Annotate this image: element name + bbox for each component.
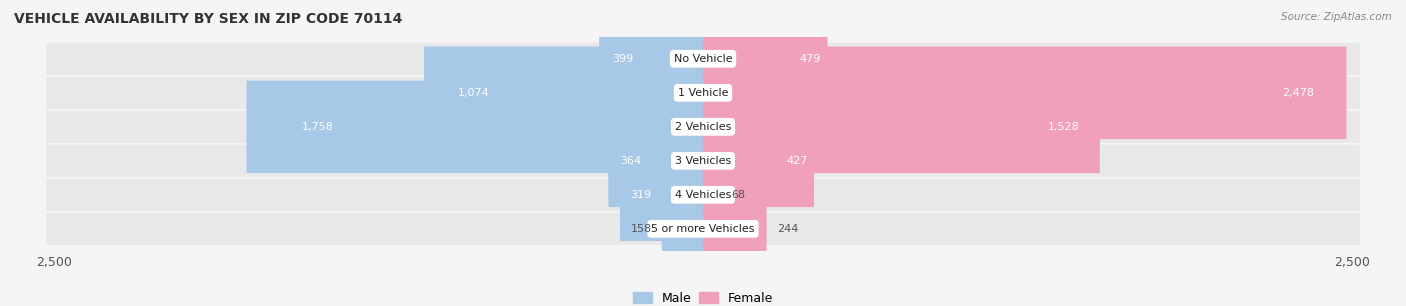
FancyBboxPatch shape [46,43,1360,75]
FancyBboxPatch shape [46,213,1360,245]
Text: 1,074: 1,074 [458,88,489,98]
FancyBboxPatch shape [599,13,703,105]
FancyBboxPatch shape [620,149,703,241]
Text: Source: ZipAtlas.com: Source: ZipAtlas.com [1281,12,1392,22]
Text: 399: 399 [612,54,633,64]
FancyBboxPatch shape [703,183,766,275]
Text: 244: 244 [776,224,799,234]
Text: 5 or more Vehicles: 5 or more Vehicles [651,224,755,234]
Text: 158: 158 [630,224,651,234]
FancyBboxPatch shape [46,145,1360,177]
FancyBboxPatch shape [46,179,1360,211]
FancyBboxPatch shape [246,80,703,173]
FancyBboxPatch shape [703,80,1099,173]
Text: 319: 319 [630,190,651,200]
Text: 2 Vehicles: 2 Vehicles [675,122,731,132]
Text: 3 Vehicles: 3 Vehicles [675,156,731,166]
Text: 1,758: 1,758 [301,122,333,132]
FancyBboxPatch shape [662,183,703,275]
Text: 2,478: 2,478 [1282,88,1315,98]
FancyBboxPatch shape [609,114,703,207]
Text: 4 Vehicles: 4 Vehicles [675,190,731,200]
Text: No Vehicle: No Vehicle [673,54,733,64]
Text: 68: 68 [731,190,745,200]
Text: VEHICLE AVAILABILITY BY SEX IN ZIP CODE 70114: VEHICLE AVAILABILITY BY SEX IN ZIP CODE … [14,12,402,26]
Text: 479: 479 [800,54,821,64]
Text: 427: 427 [787,156,808,166]
FancyBboxPatch shape [425,47,703,139]
Text: 364: 364 [620,156,641,166]
FancyBboxPatch shape [703,114,814,207]
Text: 1,528: 1,528 [1047,122,1080,132]
FancyBboxPatch shape [46,77,1360,109]
FancyBboxPatch shape [46,111,1360,143]
FancyBboxPatch shape [703,47,1347,139]
FancyBboxPatch shape [703,149,721,241]
Legend: Male, Female: Male, Female [633,292,773,305]
FancyBboxPatch shape [703,13,828,105]
Text: 1 Vehicle: 1 Vehicle [678,88,728,98]
